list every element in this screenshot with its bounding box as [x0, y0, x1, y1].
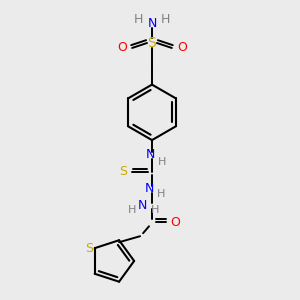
- Text: S: S: [148, 36, 156, 50]
- Text: H: H: [151, 206, 159, 215]
- Text: S: S: [119, 165, 127, 178]
- Text: N: N: [137, 199, 147, 212]
- Text: H: H: [158, 157, 166, 167]
- Text: H: H: [128, 206, 136, 215]
- Text: N: N: [145, 148, 155, 161]
- Text: N: N: [144, 182, 154, 195]
- Text: N: N: [147, 17, 157, 30]
- Text: S: S: [85, 242, 93, 255]
- Text: H: H: [161, 13, 170, 26]
- Text: O: O: [117, 41, 127, 55]
- Text: H: H: [134, 13, 143, 26]
- Text: O: O: [170, 216, 180, 229]
- Text: O: O: [177, 41, 187, 55]
- Text: H: H: [157, 189, 165, 199]
